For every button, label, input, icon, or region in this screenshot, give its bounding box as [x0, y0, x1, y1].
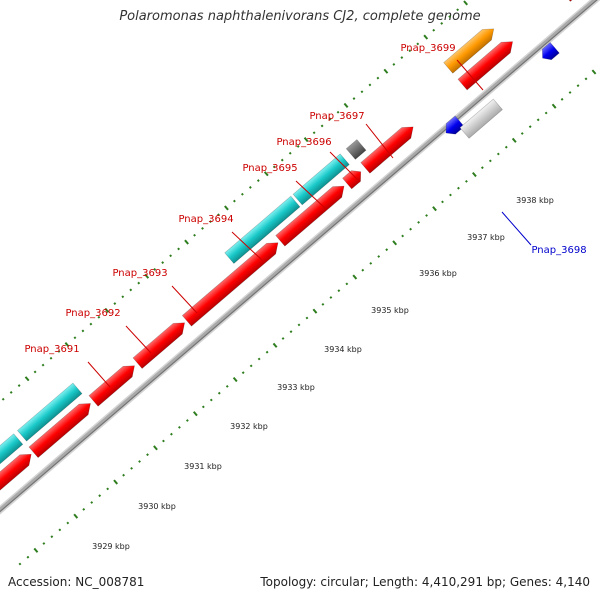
- scale-tick-label: 3937 kbp: [467, 233, 505, 242]
- genome-title: Polaromonas naphthalenivorans CJ2, compl…: [119, 9, 481, 24]
- scale-tick-label: 3933 kbp: [277, 383, 315, 392]
- gene-feature[interactable]: [345, 139, 367, 160]
- label-leader-line: [125, 325, 152, 354]
- label-leader-line: [501, 211, 532, 246]
- gene-feature[interactable]: [224, 195, 301, 264]
- gene-feature[interactable]: [459, 98, 503, 139]
- genome-backbone: [0, 0, 600, 515]
- gene-label[interactable]: Pnap_3695: [242, 163, 297, 174]
- genome-summary-text: Topology: circular; Length: 4,410,291 bp…: [260, 575, 590, 589]
- gene-label[interactable]: Pnap_3697: [309, 111, 364, 122]
- scale-tick-label: 3932 kbp: [230, 422, 268, 431]
- scale-tick-label: 3929 kbp: [92, 542, 130, 551]
- gene-features: [0, 0, 600, 513]
- gene-feature[interactable]: [0, 449, 36, 513]
- label-leader-line: [456, 59, 484, 91]
- gene-feature[interactable]: [292, 153, 350, 206]
- gene-feature[interactable]: [443, 24, 499, 74]
- label-leader-line: [295, 180, 327, 210]
- gene-feature[interactable]: [0, 433, 24, 497]
- gene-feature[interactable]: [181, 237, 282, 327]
- scale-tick-label: 3931 kbp: [184, 462, 222, 471]
- gene-label[interactable]: Pnap_3698: [531, 245, 586, 256]
- gene-label[interactable]: Pnap_3693: [112, 268, 167, 279]
- label-leader-line: [329, 151, 361, 183]
- gene-label[interactable]: Pnap_3696: [276, 137, 331, 148]
- gene-feature[interactable]: [17, 382, 83, 442]
- gene-label[interactable]: Pnap_3691: [24, 344, 79, 355]
- gene-feature[interactable]: [88, 360, 139, 407]
- outer-tick-dots: [1, 0, 469, 401]
- scale-tick-label: 3936 kbp: [419, 269, 457, 278]
- gene-feature[interactable]: [441, 115, 465, 138]
- gene-feature[interactable]: [28, 398, 95, 459]
- gene-label[interactable]: Pnap_3699: [400, 43, 455, 54]
- gene-feature[interactable]: [342, 166, 366, 190]
- scale-tick-labels: 3929 kbp 3930 kbp 3931 kbp 3932 kbp 3933 kbp…: [92, 196, 554, 551]
- label-leader-line: [87, 361, 111, 388]
- scale-tick-label: 3934 kbp: [324, 345, 362, 354]
- gene-feature[interactable]: [275, 181, 349, 247]
- gene-label[interactable]: Pnap_3692: [65, 308, 120, 319]
- label-leader-line: [171, 285, 198, 314]
- scale-tick-label: 3930 kbp: [138, 502, 176, 511]
- label-leader-line: [231, 231, 264, 262]
- inner-tick-dots: [18, 69, 597, 566]
- gene-feature[interactable]: [360, 122, 418, 174]
- gene-feature[interactable]: [132, 317, 189, 369]
- scale-tick-label: 3938 kbp: [516, 196, 554, 205]
- gene-feature[interactable]: [457, 36, 517, 91]
- label-leader-line: [365, 123, 394, 159]
- gene-labels: Pnap_3691 Pnap_3692 Pnap_3693 Pnap_3694 Pnap…: [24, 43, 586, 355]
- scale-tick-label: 3935 kbp: [371, 306, 409, 315]
- gene-label[interactable]: Pnap_3694: [178, 214, 233, 225]
- accession-text: Accession: NC_008781: [8, 575, 145, 589]
- gene-feature[interactable]: [538, 41, 560, 63]
- label-leaders: [87, 59, 532, 388]
